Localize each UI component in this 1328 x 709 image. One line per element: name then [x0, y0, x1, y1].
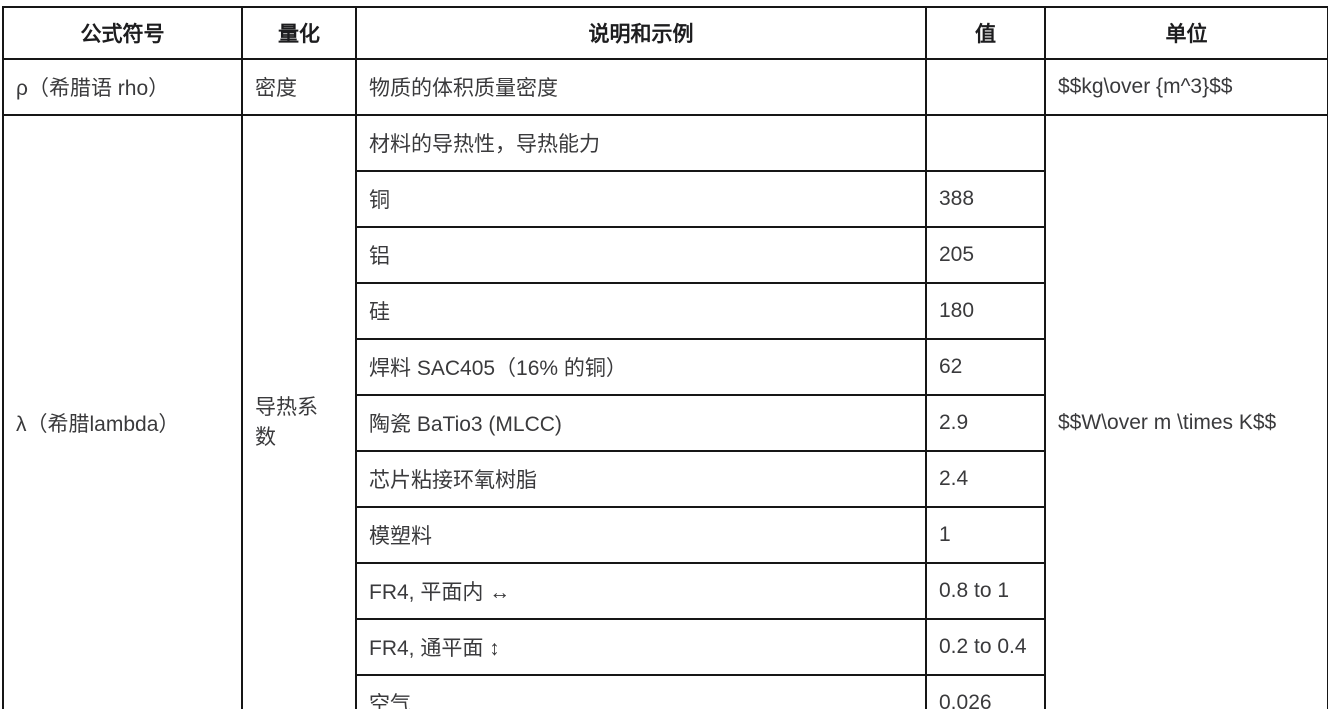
table-row-material: 硅 180 — [3, 282, 1328, 340]
table-row-material: 焊料 SAC405（16% 的铜） 62 — [3, 338, 1328, 396]
table-row-material: 空气 0.026 — [3, 674, 1328, 709]
cell-value: 62 — [925, 338, 1046, 396]
cell-description: 材料的导热性，导热能力 — [355, 114, 927, 172]
cell-symbol: λ（希腊lambda） — [2, 114, 243, 709]
physical-properties-table: 公式符号 量化 说明和示例 值 单位 ρ（希腊语 rho） 密度 物质的体积质量… — [2, 6, 1328, 709]
cell-value: 0.2 to 0.4 — [925, 618, 1046, 676]
header-row: 公式符号 量化 说明和示例 值 单位 — [2, 6, 1328, 60]
cell-value — [925, 114, 1046, 172]
cell-quantity: 导热系数 — [241, 114, 357, 709]
col-header-symbol: 公式符号 — [2, 6, 243, 60]
cell-description: 陶瓷 BaTio3 (MLCC) — [355, 394, 927, 452]
cell-description: 硅 — [355, 282, 927, 340]
cell-value: 388 — [925, 170, 1046, 228]
table-row-material: 铜 388 — [3, 170, 1328, 228]
table-row-material: FR4, 平面内 ↔ 0.8 to 1 — [3, 562, 1328, 620]
cell-unit: $$W\over m \times K$$ — [1044, 114, 1328, 709]
table-row-material: 模塑料 1 — [3, 506, 1328, 564]
cell-value: 2.9 — [925, 394, 1046, 452]
table-row-material: 铝 205 — [3, 226, 1328, 284]
col-header-quantity: 量化 — [241, 6, 357, 60]
cell-description: 空气 — [355, 674, 927, 709]
cell-value: 0.8 to 1 — [925, 562, 1046, 620]
cell-description: FR4, 通平面 ↕ — [355, 618, 927, 676]
cell-description: 焊料 SAC405（16% 的铜） — [355, 338, 927, 396]
table-row-material: 陶瓷 BaTio3 (MLCC) 2.9 — [3, 394, 1328, 452]
cell-unit: $$kg\over {m^3}$$ — [1044, 58, 1328, 116]
cell-description: 物质的体积质量密度 — [355, 58, 927, 116]
col-header-unit: 单位 — [1044, 6, 1328, 60]
cell-quantity: 密度 — [241, 58, 357, 116]
cell-description: 铝 — [355, 226, 927, 284]
table-row-lambda: λ（希腊lambda） 导热系数 材料的导热性，导热能力 $$W\over m … — [2, 114, 1328, 709]
cell-description: 模塑料 — [355, 506, 927, 564]
col-header-value: 值 — [925, 6, 1046, 60]
quantity-label: 导热系数 — [255, 396, 318, 449]
table-row-material: FR4, 通平面 ↕ 0.2 to 0.4 — [3, 618, 1328, 676]
cell-symbol: ρ（希腊语 rho） — [2, 58, 243, 116]
cell-value: 180 — [925, 282, 1046, 340]
cell-value: 0.026 — [925, 674, 1046, 709]
cell-value — [925, 58, 1046, 116]
col-header-description: 说明和示例 — [355, 6, 927, 60]
cell-value: 205 — [925, 226, 1046, 284]
cell-description: 芯片粘接环氧树脂 — [355, 450, 927, 508]
cell-description: 铜 — [355, 170, 927, 228]
cell-value: 1 — [925, 506, 1046, 564]
cell-value: 2.4 — [925, 450, 1046, 508]
table-row-rho: ρ（希腊语 rho） 密度 物质的体积质量密度 $$kg\over {m^3}$… — [2, 58, 1328, 116]
cell-description: FR4, 平面内 ↔ — [355, 562, 927, 620]
table-row-material: 芯片粘接环氧树脂 2.4 — [3, 450, 1328, 508]
